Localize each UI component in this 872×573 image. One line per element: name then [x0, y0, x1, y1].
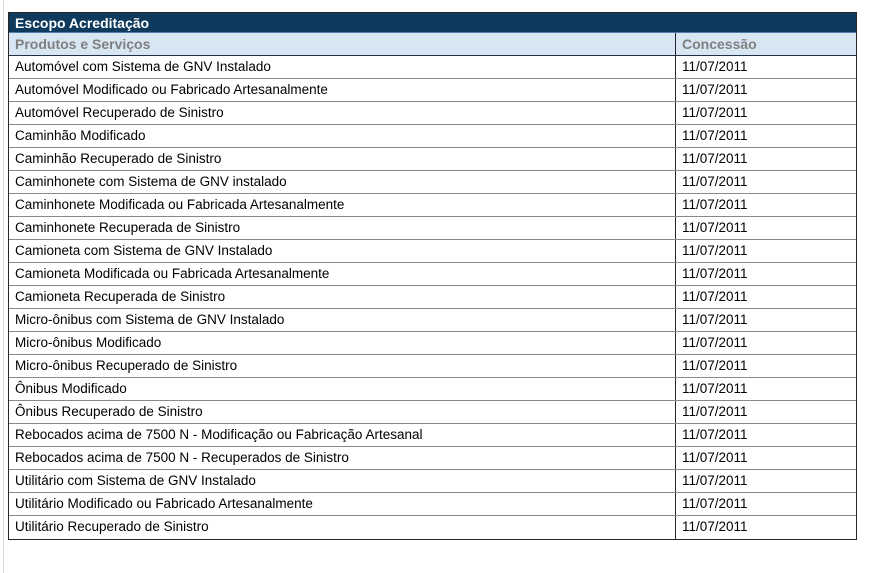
- table-header-row: Produtos e Serviços Concessão: [9, 33, 856, 56]
- product-service-cell: Caminhonete com Sistema de GNV instalado: [15, 174, 287, 189]
- concession-date-cell: 11/07/2011: [675, 102, 856, 124]
- column-header-concession: Concessão: [675, 33, 856, 55]
- product-service-cell: Automóvel Recuperado de Sinistro: [15, 105, 224, 120]
- product-service-cell: Micro-ônibus Modificado: [15, 335, 162, 350]
- product-service-cell: Micro-ônibus com Sistema de GNV Instalad…: [15, 312, 285, 327]
- concession-date-cell: 11/07/2011: [675, 355, 856, 377]
- concession-date-cell: 11/07/2011: [675, 286, 856, 308]
- concession-date-cell: 11/07/2011: [675, 148, 856, 170]
- concession-date-cell: 11/07/2011: [675, 378, 856, 400]
- table-row: Utilitário com Sistema de GNV Instalado 1…: [9, 470, 856, 493]
- product-service-cell: Camioneta com Sistema de GNV Instalado: [15, 243, 273, 258]
- table-row: Caminhonete Recuperada de Sinistro 11/07/…: [9, 217, 856, 240]
- product-service-cell: Utilitário Modificado ou Fabricado Artes…: [15, 496, 313, 511]
- product-service-cell: Camioneta Modificada ou Fabricada Artesa…: [15, 266, 330, 281]
- table-row: Camioneta Recuperada de Sinistro 11/07/20…: [9, 286, 856, 309]
- concession-date-cell: 11/07/2011: [675, 493, 856, 515]
- table-row: Caminhão Recuperado de Sinistro 11/07/201…: [9, 148, 856, 171]
- table-row: Caminhonete Modificada ou Fabricada Arte…: [9, 194, 856, 217]
- table-row: Automóvel Recuperado de Sinistro 11/07/20…: [9, 102, 856, 125]
- product-service-cell: Ônibus Modificado: [15, 381, 127, 396]
- table-row: Automóvel Modificado ou Fabricado Artesa…: [9, 79, 856, 102]
- product-service-cell: Caminhão Modificado: [15, 128, 146, 143]
- product-service-cell: Caminhonete Recuperada de Sinistro: [15, 220, 241, 235]
- table-row: Camioneta Modificada ou Fabricada Artesa…: [9, 263, 856, 286]
- table-row: Micro-ônibus Recuperado de Sinistro 11/07…: [9, 355, 856, 378]
- product-service-cell: Camioneta Recuperada de Sinistro: [15, 289, 226, 304]
- table-row: Rebocados acima de 7500 N - Recuperados …: [9, 447, 856, 470]
- concession-date-cell: 11/07/2011: [675, 424, 856, 446]
- product-service-cell: Automóvel Modificado ou Fabricado Artesa…: [15, 82, 328, 97]
- table-row: Micro-ônibus Modificado 11/07/2011: [9, 332, 856, 355]
- product-service-cell: Utilitário Recuperado de Sinistro: [15, 519, 209, 534]
- table-row: Utilitário Modificado ou Fabricado Artes…: [9, 493, 856, 516]
- product-service-cell: Caminhão Recuperado de Sinistro: [15, 151, 222, 166]
- table-row: Caminhonete com Sistema de GNV instalado…: [9, 171, 856, 194]
- table-body: Automóvel com Sistema de GNV Instalado 11…: [9, 56, 856, 539]
- product-service-cell: Ônibus Recuperado de Sinistro: [15, 404, 203, 419]
- table-row: Ônibus Modificado 11/07/2011: [9, 378, 856, 401]
- product-service-cell: Rebocados acima de 7500 N - Modificação …: [15, 427, 423, 442]
- table-row: Caminhão Modificado 11/07/2011: [9, 125, 856, 148]
- page-edge-line: [3, 0, 4, 573]
- concession-date-cell: 11/07/2011: [675, 332, 856, 354]
- table-title: Escopo Acreditação: [9, 13, 856, 33]
- concession-date-cell: 11/07/2011: [675, 171, 856, 193]
- table-row: Ônibus Recuperado de Sinistro 11/07/2011: [9, 401, 856, 424]
- concession-date-cell: 11/07/2011: [675, 194, 856, 216]
- product-service-cell: Micro-ônibus Recuperado de Sinistro: [15, 358, 238, 373]
- concession-date-cell: 11/07/2011: [675, 309, 856, 331]
- concession-date-cell: 11/07/2011: [675, 401, 856, 423]
- concession-date-cell: 11/07/2011: [675, 263, 856, 285]
- concession-date-cell: 11/07/2011: [675, 447, 856, 469]
- product-service-cell: Rebocados acima de 7500 N - Recuperados …: [15, 450, 349, 465]
- concession-date-cell: 11/07/2011: [675, 56, 856, 78]
- accreditation-scope-table: Escopo Acreditação Produtos e Serviços C…: [8, 12, 857, 540]
- concession-date-cell: 11/07/2011: [675, 516, 856, 539]
- concession-date-cell: 11/07/2011: [675, 240, 856, 262]
- table-row: Camioneta com Sistema de GNV Instalado 11…: [9, 240, 856, 263]
- product-service-cell: Caminhonete Modificada ou Fabricada Arte…: [15, 197, 345, 212]
- table-row: Utilitário Recuperado de Sinistro 11/07/2…: [9, 516, 856, 539]
- table-row: Rebocados acima de 7500 N - Modificação …: [9, 424, 856, 447]
- product-service-cell: Automóvel com Sistema de GNV Instalado: [15, 59, 271, 74]
- table-row: Automóvel com Sistema de GNV Instalado 11…: [9, 56, 856, 79]
- concession-date-cell: 11/07/2011: [675, 125, 856, 147]
- product-service-cell: Utilitário com Sistema de GNV Instalado: [15, 473, 256, 488]
- column-header-products-services: Produtos e Serviços: [15, 36, 151, 52]
- concession-date-cell: 11/07/2011: [675, 79, 856, 101]
- concession-date-cell: 11/07/2011: [675, 470, 856, 492]
- concession-date-cell: 11/07/2011: [675, 217, 856, 239]
- table-row: Micro-ônibus com Sistema de GNV Instalad…: [9, 309, 856, 332]
